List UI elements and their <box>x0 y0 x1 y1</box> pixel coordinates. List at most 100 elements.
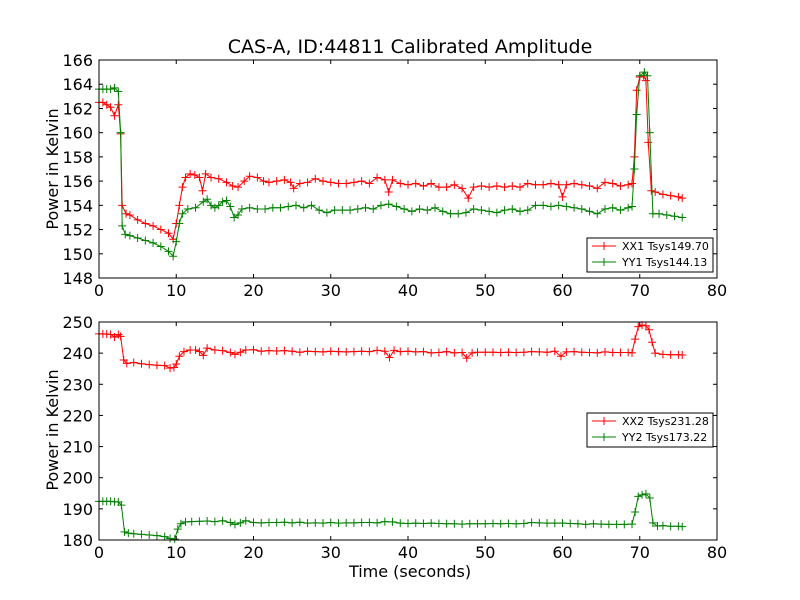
top-chart-series-1-point-61 <box>469 204 478 213</box>
bottom-chart-series-0-point-53 <box>419 347 428 356</box>
top-chart-series-0-point-52 <box>388 175 397 184</box>
bottom-chart-series-1-point-43 <box>365 518 374 527</box>
top-chart-series-0-point-58 <box>434 183 443 192</box>
bottom-chart-series-1-point-88 <box>678 522 687 531</box>
bottom-chart-series-0-point-80 <box>616 348 625 357</box>
top-chart-series-0-point-56 <box>419 181 428 190</box>
top-chart-series-1-point-35 <box>268 203 277 212</box>
top-chart-series-0-line <box>99 75 683 241</box>
top-chart-series-1-point-58 <box>446 209 455 218</box>
top-chart-series-0-point-33 <box>259 177 268 186</box>
bottom-chart-x-tick-label-7: 70 <box>630 543 650 562</box>
top-chart-series-0-point-39 <box>295 179 304 188</box>
top-chart-series-1-point-47 <box>361 203 370 212</box>
top-chart-series-0-point-11 <box>141 219 150 228</box>
bottom-chart-series-1-point-85 <box>658 521 667 530</box>
bottom-chart-series-1-point-78 <box>631 507 640 516</box>
bottom-chart-series-1-point-12 <box>152 531 161 540</box>
top-chart-series-1-point-14 <box>164 247 173 256</box>
bottom-chart-series-1-point-81 <box>641 489 650 498</box>
top-chart-series-1-point-77 <box>593 209 602 218</box>
bottom-chart-series-1-point-7 <box>120 527 129 536</box>
top-chart-series-1-point-78 <box>600 204 609 213</box>
top-chart-series-0-point-76 <box>562 180 571 189</box>
top-chart-series-0-point-24 <box>201 169 210 178</box>
top-chart-series-0-point-96 <box>674 192 683 201</box>
top-chart-legend-marker-1 <box>600 258 608 266</box>
top-chart-series-0-point-18 <box>178 183 187 192</box>
top-chart-series-1-point-27 <box>222 196 231 205</box>
top-chart-series-0-point-30 <box>240 177 249 186</box>
bottom-chart-series-0-point-43 <box>349 347 358 356</box>
top-chart-series-1-point-63 <box>485 207 494 216</box>
bottom-chart-series-0-point-10 <box>137 359 146 368</box>
top-chart-series-0-point-34 <box>264 178 273 187</box>
top-chart-series-0-point-54 <box>404 180 412 189</box>
top-chart-series-0-point-64 <box>477 181 486 190</box>
bottom-chart-series-0-point-87 <box>645 325 654 334</box>
bottom-chart-series-1-point-72 <box>589 519 598 528</box>
bottom-chart-series-0-point-46 <box>373 346 382 355</box>
top-chart-series-0-point-19 <box>181 173 190 182</box>
bottom-chart-series-0-point-76 <box>585 348 594 357</box>
top-chart-series-0-point-91 <box>644 138 653 147</box>
bottom-chart-y-tick-label-2: 200 <box>62 469 93 488</box>
top-chart-series-1-point-13 <box>156 242 165 251</box>
bottom-chart-series-0-point-88 <box>648 338 657 347</box>
bottom-chart-series-0-point-79 <box>608 348 617 357</box>
top-chart-series-1-point-81 <box>624 203 633 212</box>
top-chart-series-0-point-55 <box>411 179 420 188</box>
top-chart-series-0-point-23 <box>198 186 207 195</box>
top-chart-series-1-point-49 <box>376 201 385 210</box>
bottom-chart-series-1-point-73 <box>597 520 606 529</box>
top-chart-series-0 <box>95 71 687 244</box>
bottom-chart-series-1-point-27 <box>241 516 250 525</box>
top-chart-series-1-point-55 <box>423 206 432 215</box>
bottom-chart-series-0-point-17 <box>175 352 184 361</box>
top-chart-series-0-point-92 <box>647 186 656 195</box>
top-chart-series-1-point-18 <box>178 209 187 218</box>
bottom-chart-series-1-point-55 <box>458 520 467 529</box>
top-chart-series-1-point-39 <box>299 203 308 212</box>
bottom-chart-series-1-point-30 <box>264 518 273 527</box>
bottom-chart-series-0-point-52 <box>411 347 420 356</box>
bottom-chart-series-1-point-64 <box>527 518 536 527</box>
top-chart-series-0-point-42 <box>319 177 328 186</box>
bottom-chart-series-0-point-42 <box>342 347 351 356</box>
bottom-chart-series-0-point-14 <box>166 364 175 373</box>
bottom-chart-series-0-point-11 <box>145 360 154 369</box>
top-chart-legend-label-1: YY1 Tsys144.13 <box>621 256 707 269</box>
bottom-chart-series-1-point-83 <box>648 518 657 527</box>
bottom-chart-series-0-point-62 <box>481 348 490 357</box>
top-chart-series-0-point-61 <box>458 184 467 193</box>
bottom-chart-legend-marker-0 <box>600 417 608 425</box>
bottom-chart-series-1-point-21 <box>203 517 212 526</box>
top-chart-y-tick-label-7: 162 <box>62 99 93 118</box>
bottom-chart-series-1-point-34 <box>295 518 304 527</box>
bottom-chart-series-0-point-20 <box>191 346 200 355</box>
top-chart-series-0-point-71 <box>531 180 540 189</box>
top-chart-series-0-point-53 <box>396 179 405 188</box>
bottom-chart-series-1-point-23 <box>218 516 227 525</box>
bottom-chart-series-0-point-56 <box>442 347 451 356</box>
top-chart-y-tick-label-1: 150 <box>62 245 93 264</box>
bottom-chart-series-0 <box>95 321 687 373</box>
top-chart-x-tick-label-1: 10 <box>166 281 186 300</box>
top-chart-series-1-point-66 <box>508 204 517 213</box>
bottom-chart-series-0-point-59 <box>462 354 471 363</box>
bottom-chart-series-0-point-45 <box>365 347 374 356</box>
bottom-chart-legend-label-0: XX2 Tsys231.28 <box>622 415 709 428</box>
bottom-chart-series-1-point-17 <box>176 519 185 528</box>
top-chart-x-tick-label-5: 50 <box>475 281 495 300</box>
bottom-chart-series-1-point-24 <box>226 518 235 527</box>
top-chart-series-1-point-54 <box>415 204 424 213</box>
top-chart-series-1-point-72 <box>554 201 563 210</box>
top-chart-series-0-point-70 <box>523 179 532 188</box>
top-chart-series-0-point-62 <box>464 194 473 203</box>
bottom-chart-y-tick-label-5: 230 <box>62 375 93 394</box>
top-chart-series-0-point-65 <box>485 183 494 192</box>
top-chart-series-1-point-70 <box>539 201 548 210</box>
top-chart-series-1-point-41 <box>315 206 324 215</box>
bottom-chart-series-1-point-51 <box>427 519 436 528</box>
bottom-chart-series-0-point-78 <box>600 347 609 356</box>
